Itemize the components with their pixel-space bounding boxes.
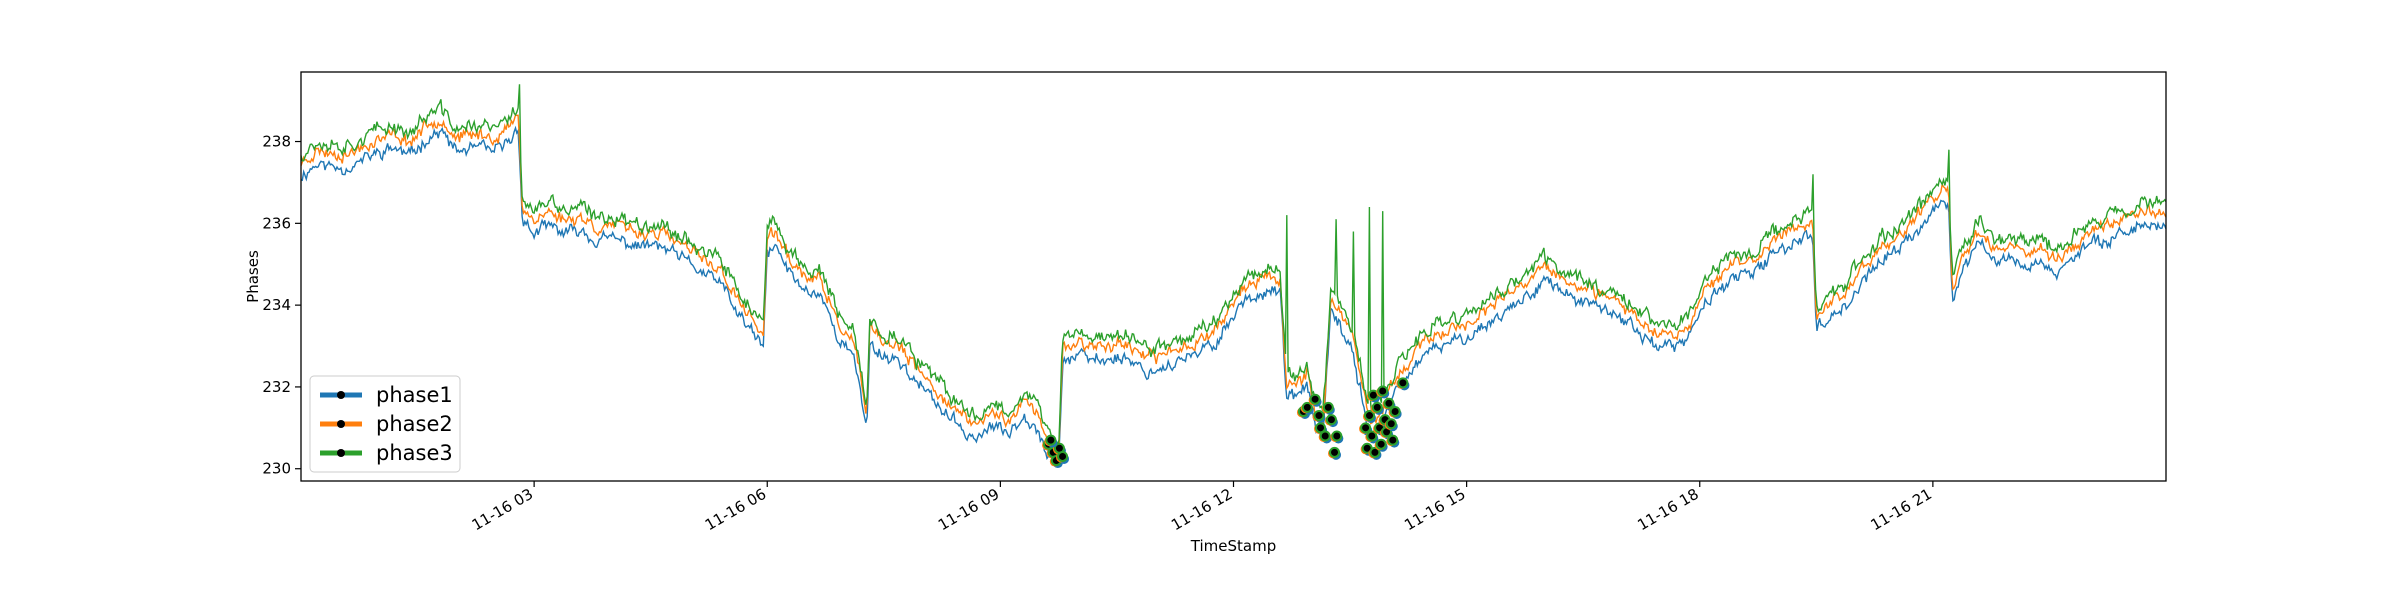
legend-marker-phase1 bbox=[337, 391, 345, 399]
data-point-phase3 bbox=[1309, 393, 1321, 405]
legend-label-phase2: phase2 bbox=[376, 412, 453, 436]
data-point-phase3 bbox=[1322, 401, 1334, 413]
data-point-phase3 bbox=[1387, 434, 1399, 446]
y-axis-label: Phases bbox=[244, 250, 262, 303]
data-point-phase3 bbox=[1329, 446, 1341, 458]
data-point-phase3 bbox=[1315, 422, 1327, 434]
data-point-phase3 bbox=[1319, 430, 1331, 442]
plot-markers bbox=[1042, 377, 1410, 469]
y-tick-label: 232 bbox=[262, 378, 291, 396]
x-axis-label: TimeStamp bbox=[1190, 537, 1276, 555]
y-tick-label: 236 bbox=[262, 214, 291, 232]
legend-label-phase1: phase1 bbox=[376, 383, 453, 407]
data-point-phase3 bbox=[1397, 377, 1409, 389]
y-tick-label: 234 bbox=[262, 296, 291, 314]
data-point-phase3 bbox=[1371, 401, 1383, 413]
legend-box bbox=[309, 375, 461, 473]
y-tick-label: 238 bbox=[262, 133, 291, 151]
data-point-phase3 bbox=[1325, 414, 1337, 426]
data-point-phase3 bbox=[1385, 418, 1397, 430]
data-point-phase3 bbox=[1366, 430, 1378, 442]
plot-lines bbox=[300, 84, 2167, 466]
series-line-phase3 bbox=[300, 84, 2167, 446]
data-point-phase3 bbox=[1383, 397, 1395, 409]
data-point-phase3 bbox=[1313, 410, 1325, 422]
legend-marker-phase3 bbox=[337, 449, 345, 457]
data-point-phase3 bbox=[1057, 450, 1069, 462]
data-point-phase3 bbox=[1360, 422, 1372, 434]
series-line-phase2 bbox=[300, 114, 2167, 458]
data-point-phase3 bbox=[1045, 434, 1057, 446]
series-line-phase1 bbox=[300, 125, 2167, 466]
legend: phase1 phase2 phase3 bbox=[309, 375, 461, 473]
y-tick-label: 230 bbox=[262, 460, 291, 478]
data-point-phase3 bbox=[1377, 385, 1389, 397]
y-axis-ticks: 230 232 234 236 238 bbox=[262, 133, 301, 478]
legend-items: phase1 phase2 phase3 bbox=[320, 383, 453, 465]
legend-marker-phase2 bbox=[337, 420, 345, 428]
data-point-phase3 bbox=[1331, 430, 1343, 442]
data-point-phase3 bbox=[1389, 405, 1401, 417]
data-point-phase3 bbox=[1369, 446, 1381, 458]
data-point-phase3 bbox=[1363, 410, 1375, 422]
data-point-phase3 bbox=[1301, 401, 1313, 413]
data-point-phase3 bbox=[1375, 438, 1387, 450]
legend-label-phase3: phase3 bbox=[376, 441, 453, 465]
